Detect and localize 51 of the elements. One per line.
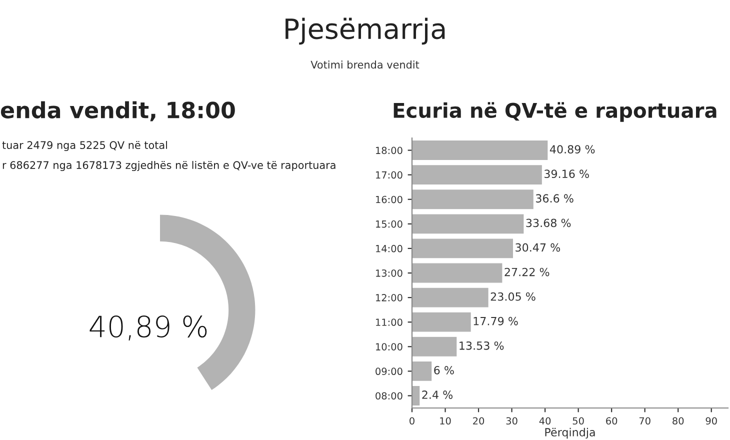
data-label: 13.53 % <box>460 341 504 350</box>
bar <box>412 213 524 234</box>
data-label: 6 % <box>434 366 454 374</box>
data-label: 39.16 % <box>544 170 589 178</box>
text: Pjesëmarrja <box>286 18 445 45</box>
bar <box>412 164 543 186</box>
x-tick-label: 0 <box>410 417 414 425</box>
data-label: 23.05 % <box>490 292 536 301</box>
x-axis-title: Përqindja <box>545 428 595 439</box>
bar <box>412 287 490 308</box>
bar <box>412 385 420 406</box>
bar <box>412 188 534 210</box>
bar <box>412 360 432 382</box>
bar <box>412 262 503 284</box>
y-tick-label: 09:00 <box>376 368 402 376</box>
x-tick-label: 50 <box>572 417 584 425</box>
x-tick-label: 80 <box>672 417 684 425</box>
x-tick-label: 60 <box>606 417 618 425</box>
data-label: 2.4 % <box>422 390 453 399</box>
chart-title: Ecuria në QV-të e raportuara <box>394 102 716 122</box>
text: Votimi brenda vendit <box>310 60 420 69</box>
y-tick-label: 08:00 <box>376 392 402 400</box>
bar <box>412 312 472 333</box>
y-tick-label: 11:00 <box>376 318 402 326</box>
data-label: 30.47 % <box>516 243 560 252</box>
text: tuar 2479 nga 5225 QV në total <box>2 140 168 152</box>
x-tick-label: 90 <box>706 417 717 425</box>
data-label: 33.68 % <box>526 218 571 228</box>
x-tick-label: 10 <box>440 417 451 425</box>
x-tick-label: 20 <box>473 417 484 425</box>
data-label: 27.22 % <box>504 268 550 276</box>
data-label: 17.79 % <box>474 316 518 326</box>
y-tick-label: 18:00 <box>376 146 402 154</box>
y-tick-label: 16:00 <box>376 196 402 204</box>
y-tick-label: 14:00 <box>376 244 402 252</box>
x-tick-label: 40 <box>539 417 551 425</box>
y-tick-label: 17:00 <box>376 171 402 179</box>
bar <box>412 140 548 161</box>
data-label: 36.6 % <box>536 194 574 203</box>
y-tick-label: 15:00 <box>376 220 402 228</box>
y-tick-label: 13:00 <box>376 269 402 277</box>
y-tick-label: 10:00 <box>376 343 402 350</box>
x-tick-label: 30 <box>506 417 518 425</box>
bar <box>412 238 514 259</box>
x-tick-label: 70 <box>639 417 650 425</box>
data-label: 40.89 % <box>550 145 595 154</box>
text: 40,89 % <box>90 315 207 340</box>
chart-title: enda vendit, 18:00 <box>0 101 235 122</box>
text: r 686277 nga 1678173 zgjedhës në listën e QV-ve të raportuara <box>2 160 336 172</box>
y-tick-label: 12:00 <box>376 294 402 302</box>
bar <box>412 336 458 358</box>
